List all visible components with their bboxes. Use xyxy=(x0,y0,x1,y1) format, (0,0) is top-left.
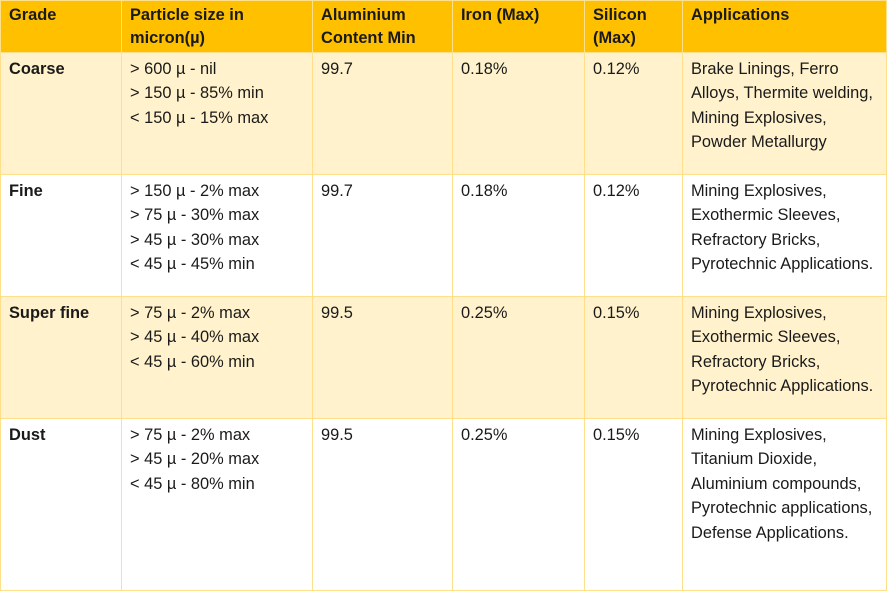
table-row-super-fine: Super fine > 75 µ - 2% max > 45 µ - 40% … xyxy=(0,296,887,419)
size-line: > 150 µ - 2% max xyxy=(130,182,260,200)
applications-cell: Mining Explosives, Titanium Dioxide, Alu… xyxy=(682,418,887,591)
aluminium-cell: 99.7 xyxy=(312,174,453,297)
iron-cell: 0.18% xyxy=(452,174,585,297)
aluminium-cell: 99.5 xyxy=(312,418,453,591)
particle-size-cell: > 150 µ - 2% max > 75 µ - 30% max > 45 µ… xyxy=(121,174,313,297)
size-line: < 45 µ - 45% min xyxy=(130,255,255,274)
iron-cell: 0.25% xyxy=(452,296,585,419)
iron-cell: 0.25% xyxy=(452,418,585,591)
silicon-cell: 0.12% xyxy=(584,174,683,297)
particle-size-cell: > 75 µ - 2% max > 45 µ - 40% max < 45 µ … xyxy=(121,296,313,419)
size-line: < 150 µ - 15% max xyxy=(130,108,269,127)
table-row-fine: Fine > 150 µ - 2% max > 75 µ - 30% max >… xyxy=(0,174,887,297)
header-applications: Applications xyxy=(682,0,887,53)
size-line: > 600 µ - nil xyxy=(130,60,217,78)
silicon-cell: 0.15% xyxy=(584,418,683,591)
size-line: > 45 µ - 40% max xyxy=(130,328,260,347)
size-line: < 45 µ - 60% min xyxy=(130,352,255,371)
table-row-coarse: Coarse > 600 µ - nil > 150 µ - 85% min <… xyxy=(0,52,887,175)
silicon-cell: 0.15% xyxy=(584,296,683,419)
header-aluminium-content: Aluminium Content Min xyxy=(312,0,453,53)
applications-text: Mining Explosives, Exothermic Sleeves, R… xyxy=(691,182,874,274)
aluminium-cell: 99.7 xyxy=(312,52,453,175)
header-grade: Grade xyxy=(0,0,122,53)
applications-cell: Mining Explosives, Exothermic Sleeves, R… xyxy=(682,296,887,419)
size-line: > 75 µ - 2% max xyxy=(130,304,251,322)
particle-size-cell: > 75 µ - 2% max > 45 µ - 20% max < 45 µ … xyxy=(121,418,313,591)
size-line: > 75 µ - 30% max xyxy=(130,206,260,225)
applications-text: Brake Linings, Ferro Alloys, Thermite we… xyxy=(691,60,873,152)
table-row-dust: Dust > 75 µ - 2% max > 45 µ - 20% max < … xyxy=(0,418,887,591)
grade-cell: Dust xyxy=(0,418,122,591)
header-particle-size: Particle size in micron(µ) xyxy=(121,0,313,53)
header-iron: Iron (Max) xyxy=(452,0,585,53)
applications-text: Mining Explosives, Titanium Dioxide, Alu… xyxy=(691,426,873,542)
size-line: > 75 µ - 2% max xyxy=(130,426,251,444)
grade-cell: Super fine xyxy=(0,296,122,419)
size-line: < 45 µ - 80% min xyxy=(130,474,255,493)
header-row: Grade Particle size in micron(µ) Alumini… xyxy=(0,0,887,53)
particle-size-cell: > 600 µ - nil > 150 µ - 85% min < 150 µ … xyxy=(121,52,313,175)
size-line: > 45 µ - 30% max xyxy=(130,230,260,249)
applications-cell: Mining Explosives, Exothermic Sleeves, R… xyxy=(682,174,887,297)
size-line: > 150 µ - 85% min xyxy=(130,84,264,103)
applications-cell: Brake Linings, Ferro Alloys, Thermite we… xyxy=(682,52,887,175)
grade-cell: Coarse xyxy=(0,52,122,175)
silicon-cell: 0.12% xyxy=(584,52,683,175)
applications-text: Mining Explosives, Exothermic Sleeves, R… xyxy=(691,304,874,396)
grade-cell: Fine xyxy=(0,174,122,297)
header-silicon: Silicon (Max) xyxy=(584,0,683,53)
aluminium-cell: 99.5 xyxy=(312,296,453,419)
iron-cell: 0.18% xyxy=(452,52,585,175)
size-line: > 45 µ - 20% max xyxy=(130,450,260,469)
